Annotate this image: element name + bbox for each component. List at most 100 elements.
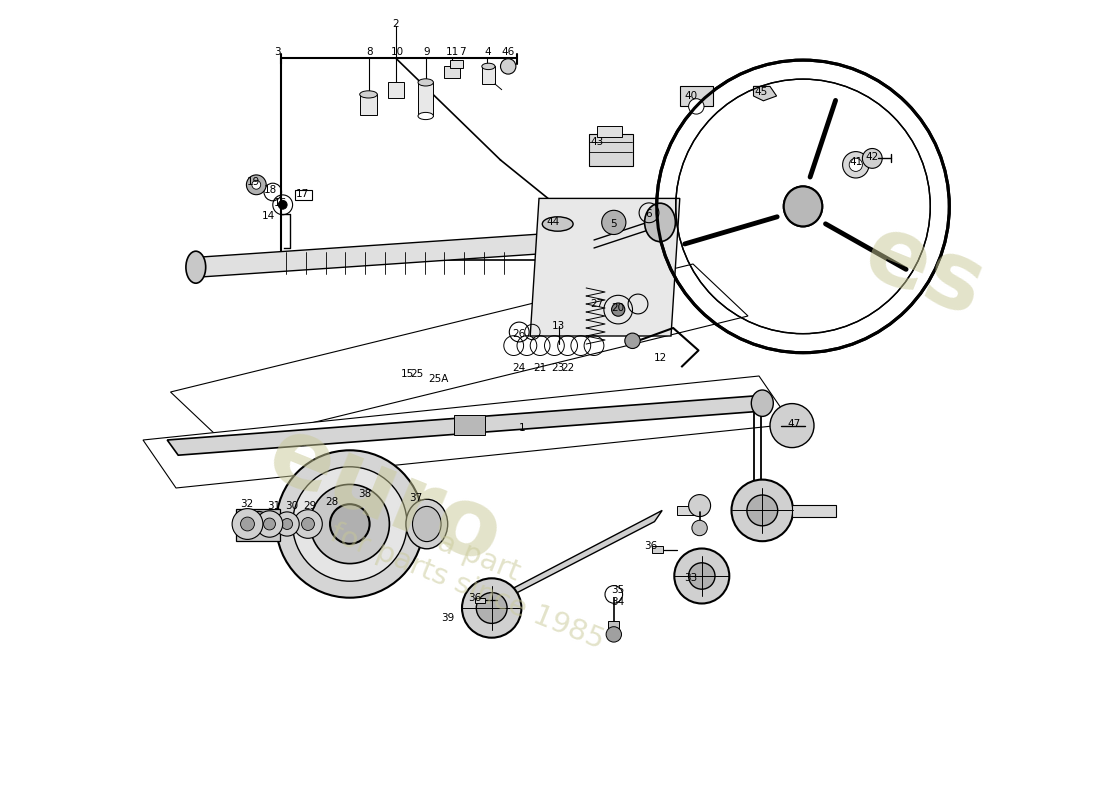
Ellipse shape bbox=[406, 499, 448, 549]
Circle shape bbox=[689, 494, 711, 517]
Bar bbox=[482, 66, 495, 84]
Ellipse shape bbox=[783, 186, 823, 226]
Bar bbox=[444, 66, 460, 78]
Bar bbox=[360, 94, 377, 115]
Ellipse shape bbox=[412, 506, 441, 542]
Text: 10: 10 bbox=[390, 47, 404, 57]
Circle shape bbox=[500, 58, 516, 74]
Ellipse shape bbox=[418, 78, 433, 86]
Text: 46: 46 bbox=[502, 47, 515, 57]
Text: 9: 9 bbox=[424, 47, 430, 57]
Bar bbox=[676, 506, 704, 515]
Text: 29: 29 bbox=[304, 502, 317, 511]
Text: 12: 12 bbox=[653, 353, 667, 362]
Circle shape bbox=[843, 151, 869, 178]
Text: 41: 41 bbox=[849, 157, 862, 166]
Circle shape bbox=[252, 180, 261, 189]
Ellipse shape bbox=[482, 63, 495, 70]
Text: 38: 38 bbox=[359, 490, 372, 499]
Text: 44: 44 bbox=[547, 217, 560, 226]
Text: 26: 26 bbox=[513, 330, 526, 339]
Text: 7: 7 bbox=[459, 47, 465, 57]
Polygon shape bbox=[192, 230, 603, 277]
Circle shape bbox=[476, 593, 507, 623]
Circle shape bbox=[301, 518, 315, 530]
Ellipse shape bbox=[645, 203, 675, 242]
Text: 45: 45 bbox=[755, 87, 768, 97]
Text: 2: 2 bbox=[393, 19, 399, 29]
Circle shape bbox=[606, 626, 621, 642]
Circle shape bbox=[282, 518, 293, 530]
Text: es: es bbox=[851, 207, 997, 337]
Text: 43: 43 bbox=[591, 137, 604, 146]
Bar bbox=[454, 415, 485, 435]
Text: 16: 16 bbox=[274, 198, 287, 208]
Circle shape bbox=[276, 450, 424, 598]
Ellipse shape bbox=[791, 194, 815, 219]
Ellipse shape bbox=[751, 390, 773, 416]
Polygon shape bbox=[143, 376, 792, 488]
Bar bbox=[475, 598, 485, 603]
Text: a part
for parts since 1985: a part for parts since 1985 bbox=[326, 489, 620, 655]
Text: 19: 19 bbox=[246, 178, 260, 187]
Text: 8: 8 bbox=[366, 47, 373, 57]
Bar bbox=[236, 509, 280, 541]
Circle shape bbox=[241, 517, 254, 531]
Text: 42: 42 bbox=[866, 152, 879, 162]
Text: 25A: 25A bbox=[429, 374, 449, 384]
Text: 14: 14 bbox=[262, 211, 275, 221]
Bar bbox=[792, 505, 836, 517]
Text: 21: 21 bbox=[534, 363, 547, 373]
Circle shape bbox=[849, 158, 862, 171]
Circle shape bbox=[770, 403, 814, 448]
Bar bbox=[597, 126, 622, 137]
Text: 11: 11 bbox=[446, 47, 459, 57]
Circle shape bbox=[256, 510, 283, 538]
Circle shape bbox=[625, 333, 640, 349]
Text: 36: 36 bbox=[469, 594, 482, 603]
Bar bbox=[450, 60, 463, 68]
Circle shape bbox=[612, 303, 625, 316]
Text: 39: 39 bbox=[441, 613, 454, 622]
Text: 6: 6 bbox=[646, 210, 652, 219]
Text: 31: 31 bbox=[267, 502, 280, 511]
Circle shape bbox=[330, 504, 370, 544]
Circle shape bbox=[264, 518, 275, 530]
Text: 40: 40 bbox=[684, 91, 697, 101]
Text: 27: 27 bbox=[591, 299, 604, 309]
Circle shape bbox=[293, 466, 407, 581]
Text: 15: 15 bbox=[400, 369, 414, 378]
Ellipse shape bbox=[542, 217, 573, 231]
Text: 37: 37 bbox=[409, 493, 422, 502]
Text: 32: 32 bbox=[240, 499, 253, 509]
Bar bbox=[588, 134, 632, 166]
Text: euro: euro bbox=[255, 408, 515, 584]
Bar bbox=[608, 621, 619, 634]
Bar bbox=[295, 190, 312, 200]
Bar bbox=[418, 82, 433, 116]
Circle shape bbox=[692, 520, 707, 536]
Circle shape bbox=[602, 210, 626, 234]
Ellipse shape bbox=[186, 251, 206, 283]
Circle shape bbox=[747, 495, 778, 526]
Text: 35: 35 bbox=[612, 586, 625, 595]
Polygon shape bbox=[491, 510, 662, 606]
Text: 28: 28 bbox=[326, 498, 339, 507]
Text: 1: 1 bbox=[519, 423, 526, 433]
Circle shape bbox=[248, 511, 270, 534]
Text: 18: 18 bbox=[264, 186, 277, 195]
Circle shape bbox=[689, 563, 715, 589]
Circle shape bbox=[674, 549, 729, 603]
Bar bbox=[652, 546, 663, 553]
Circle shape bbox=[462, 578, 521, 638]
Text: 20: 20 bbox=[612, 303, 625, 313]
Text: 17: 17 bbox=[296, 190, 309, 199]
Text: 47: 47 bbox=[788, 419, 801, 429]
Bar bbox=[680, 86, 713, 106]
Circle shape bbox=[294, 510, 322, 538]
Text: 13: 13 bbox=[552, 322, 565, 331]
Circle shape bbox=[862, 149, 882, 168]
Bar bbox=[388, 82, 404, 98]
Text: 4: 4 bbox=[484, 47, 491, 57]
Text: 22: 22 bbox=[561, 363, 574, 373]
